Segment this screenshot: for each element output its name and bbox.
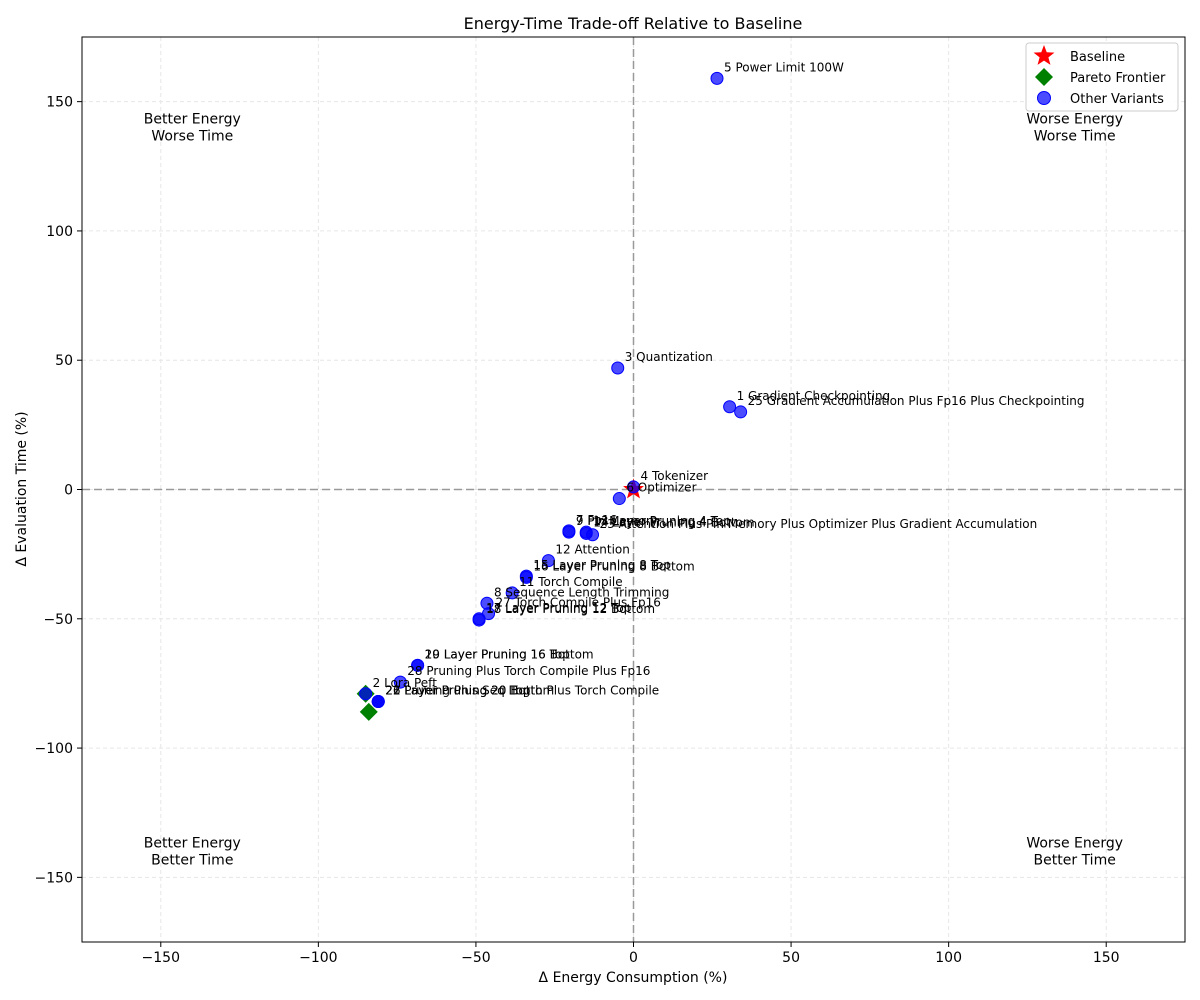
point-label: 20 Layer Pruning 16 Bottom — [425, 647, 594, 661]
quadrant-label: Worse Energy — [1026, 836, 1123, 852]
x-tick-label: 50 — [782, 950, 800, 966]
point-label: 6 Optimizer — [626, 481, 696, 495]
x-tick-label: −50 — [461, 950, 491, 966]
point-label: 28 Pruning Plus Torch Compile Plus Fp16 — [407, 664, 650, 678]
data-point — [359, 687, 373, 701]
reference-lines — [82, 37, 1185, 942]
data-point — [612, 492, 626, 506]
chart-title: Energy-Time Trade-off Relative to Baseli… — [464, 14, 803, 33]
x-axis-title: Δ Energy Consumption (%) — [539, 970, 728, 986]
point-label: 18 Layer Pruning 12 Bottom — [486, 602, 655, 616]
point-label: 12 Attention — [555, 543, 629, 557]
data-points — [356, 71, 748, 721]
y-tick-label: 0 — [64, 483, 73, 499]
point-label: 9 Pin Memory — [576, 514, 658, 528]
y-tick-label: −150 — [35, 870, 73, 886]
point-label: 25 Gradient Accumulation Plus Fp16 Plus … — [748, 394, 1085, 408]
point-label: 21 Layer Pruning 20 Top — [385, 684, 530, 698]
x-tick-label: −100 — [299, 950, 337, 966]
point-label: 15 Layer Pruning 8 Top — [533, 558, 671, 572]
legend-label: Pareto Frontier — [1070, 71, 1166, 86]
point-label: 2 Lora Peft — [373, 676, 438, 690]
point-label: 14 Layer Pruning 4 Bottom — [593, 515, 754, 529]
quadrant-label: Worse Time — [1034, 129, 1116, 145]
quadrant-label: Better Energy — [144, 836, 241, 852]
y-tick-label: 50 — [55, 353, 73, 369]
x-axis: −150 −100 −50 0 50 100 150 — [142, 942, 1120, 966]
point-label: 5 Power Limit 100W — [724, 60, 844, 74]
x-tick-label: −150 — [142, 950, 180, 966]
data-point — [627, 480, 640, 494]
data-point — [371, 695, 385, 709]
data-point — [562, 525, 576, 539]
data-point — [723, 400, 737, 414]
point-label: 23 Attention Plus Pin Memory Plus Optimi… — [600, 517, 1038, 531]
legend: Baseline Pareto Frontier Other Variants — [1025, 42, 1179, 112]
data-point — [411, 658, 425, 672]
legend-marker — [1033, 45, 1055, 65]
x-tick-label: 150 — [1093, 950, 1120, 966]
point-label: 13 Layer Pruning 4 Top — [593, 514, 731, 528]
data-point — [359, 702, 378, 721]
point-label: 16 Layer Pruning 8 Bottom — [533, 559, 694, 573]
y-tick-label: −100 — [35, 741, 73, 757]
point-label: 7 Fp16 — [576, 513, 617, 527]
data-point — [586, 528, 600, 542]
point-label: 8 Sequence Length Trimming — [494, 585, 669, 599]
y-tick-label: 100 — [46, 224, 73, 240]
point-label: 11 Torch Compile — [519, 575, 622, 589]
data-point — [611, 361, 625, 375]
legend-box — [1025, 42, 1179, 112]
point-labels: 5 Power Limit 100W 3 Quantization 1 Gradie… — [373, 60, 1085, 697]
point-label: 17 Layer Pruning 12 Top — [486, 601, 631, 615]
data-point — [710, 71, 724, 85]
quadrant-label: Better Time — [1034, 853, 1116, 869]
point-label: 27 Torch Compile Plus Fp16 — [496, 596, 661, 610]
data-point — [472, 613, 486, 627]
data-point — [541, 554, 555, 568]
data-point — [505, 586, 519, 600]
point-label: 3 Quantization — [625, 350, 713, 364]
x-tick-label: 100 — [935, 950, 962, 966]
x-tick-label: 0 — [629, 950, 638, 966]
point-label: 1 Gradient Checkpointing — [737, 389, 891, 403]
y-axis: −150 −100 −50 0 50 100 150 — [35, 95, 82, 886]
quadrant-label: Better Energy — [144, 112, 241, 128]
legend-marker — [1037, 91, 1051, 105]
y-tick-label: 150 — [46, 95, 73, 111]
data-point — [393, 675, 407, 689]
quadrant-label: Better Time — [151, 853, 233, 869]
legend-label: Baseline — [1070, 50, 1125, 65]
point-label: 19 Layer Pruning 16 Top — [425, 647, 570, 661]
y-axis-title: Δ Evaluation Time (%) — [14, 411, 30, 566]
y-tick-label: −50 — [43, 612, 73, 628]
data-point — [734, 405, 748, 419]
point-label: 22 Layer Pruning 20 Bottom — [385, 684, 554, 698]
quadrant-label: Worse Time — [151, 129, 233, 145]
point-label: 4 Tokenizer — [641, 469, 709, 483]
point-label: 26 Pruning Plus Seq Lngth Plus Torch Com… — [385, 684, 659, 698]
legend-marker — [1035, 68, 1053, 86]
legend-label: Other Variants — [1070, 92, 1164, 107]
data-point — [519, 570, 533, 584]
quadrant-label: Worse Energy — [1026, 112, 1123, 128]
